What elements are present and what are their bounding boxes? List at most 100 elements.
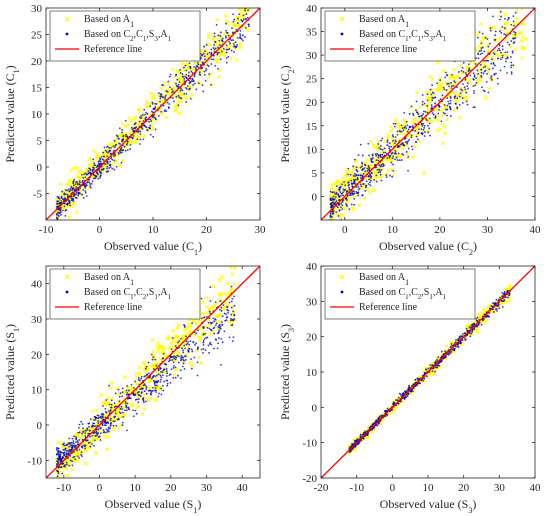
point-combined [227,34,230,37]
point-combined [196,361,199,364]
point-combined [499,18,501,21]
point-combined [481,46,484,49]
point-combined [221,37,224,40]
point-combined [493,73,496,76]
point-combined [425,375,428,378]
point-combined [154,384,157,387]
point-combined [179,89,182,92]
point-combined [213,320,216,323]
point-combined [210,84,212,86]
point-combined [406,130,409,133]
point-combined [466,82,469,85]
point-combined [167,107,170,110]
y-tick-label: 35 [306,27,318,39]
point-a1 [211,284,216,289]
point-a1 [386,132,390,137]
point-combined [501,26,504,28]
point-a1 [171,328,176,333]
point-combined [448,82,450,85]
point-combined [178,339,181,342]
point-combined [113,168,116,171]
point-combined [396,159,399,161]
point-combined [233,304,236,307]
point-combined [122,415,125,418]
point-combined [56,460,58,463]
point-combined [99,420,102,423]
point-combined [111,167,114,170]
point-a1 [118,135,123,139]
point-combined [183,78,186,80]
point-combined [474,84,477,87]
point-a1 [60,445,65,450]
point-combined [84,429,87,432]
point-combined [196,64,199,67]
point-combined [90,182,93,185]
point-a1 [382,139,387,144]
point-combined [183,359,185,362]
point-combined [357,174,360,177]
point-combined [124,409,126,412]
point-a1 [129,118,134,123]
point-combined [121,424,124,427]
point-combined [408,138,411,141]
point-combined [159,100,161,103]
point-a1 [233,22,238,27]
point-a1 [175,326,180,330]
point-a1 [156,361,161,366]
point-combined [227,55,230,58]
point-combined [71,199,73,201]
point-a1 [343,207,348,212]
point-combined [86,173,89,176]
point-combined [206,326,209,329]
point-combined [353,197,356,200]
point-a1 [218,313,222,318]
point-combined [445,89,448,91]
point-combined [415,135,418,138]
point-combined [388,155,391,158]
point-combined [512,64,515,67]
point-combined [232,39,234,41]
point-combined [236,43,239,46]
point-combined [227,311,229,314]
point-combined [140,377,143,380]
point-combined [348,208,351,211]
point-a1 [483,96,488,100]
point-combined [81,193,84,196]
point-a1 [141,360,146,365]
point-combined [333,198,335,201]
point-combined [219,35,222,37]
point-combined [89,185,92,187]
point-combined [207,65,210,68]
point-combined [359,177,362,179]
point-combined [202,352,204,354]
point-combined [473,74,476,77]
point-combined [64,455,67,458]
point-a1 [103,401,108,406]
point-combined [349,193,352,195]
point-combined [487,91,490,94]
point-combined [78,439,81,441]
point-combined [331,197,334,199]
point-combined [489,27,492,30]
point-combined [161,384,164,387]
point-a1 [177,111,182,116]
point-combined [182,356,184,359]
point-combined [84,435,87,438]
point-combined [449,108,452,111]
point-combined [475,57,478,59]
point-combined [138,390,140,393]
point-combined [508,43,511,46]
point-combined [126,149,129,151]
point-combined [490,62,493,65]
point-combined [121,391,124,394]
point-combined [421,125,424,127]
point-combined [59,455,62,458]
point-combined [456,345,459,348]
point-combined [102,151,105,154]
point-a1 [117,163,122,168]
point-combined [180,354,183,357]
point-combined [422,113,425,115]
point-combined [404,137,407,139]
point-combined [87,422,90,425]
point-combined [361,161,363,164]
